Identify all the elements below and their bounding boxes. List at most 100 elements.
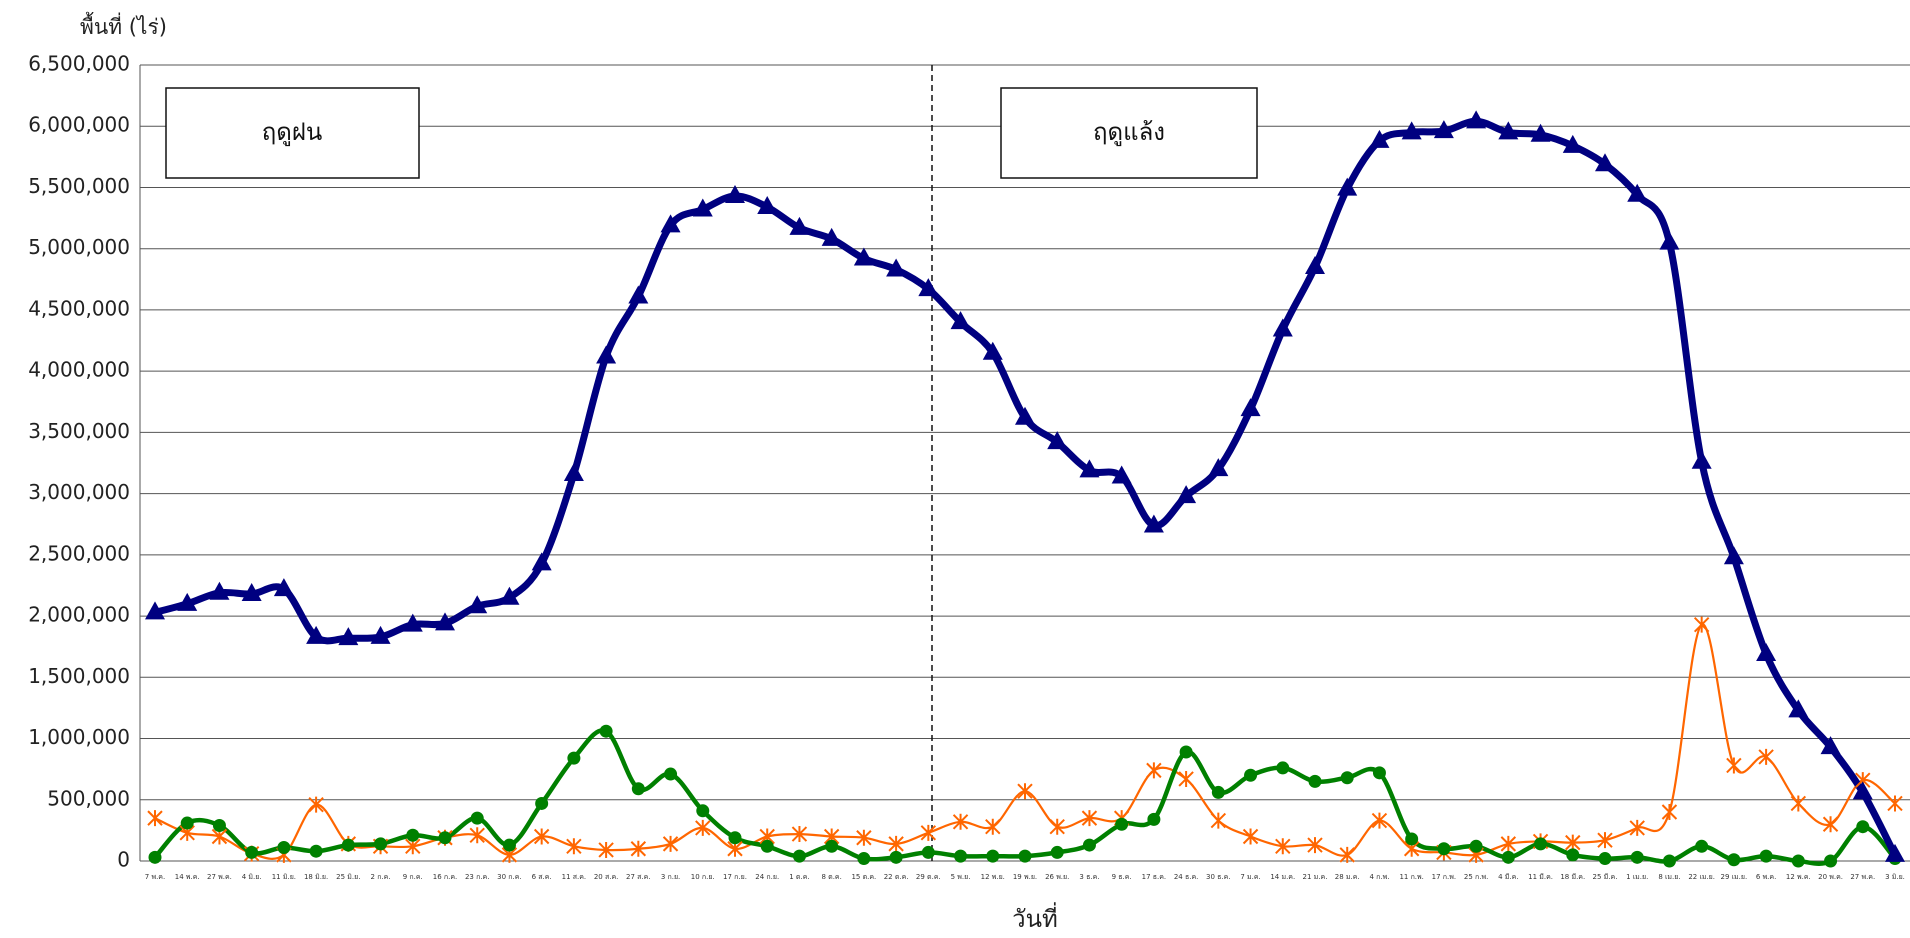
x-tick-label: 14 ม.ค. (1270, 873, 1295, 881)
x-tick-label: 18 มี.ค. (1560, 873, 1585, 881)
data-point (1049, 818, 1065, 835)
data-point (145, 601, 165, 620)
data-point (277, 841, 291, 855)
y-tick-label: 0 (117, 848, 130, 872)
data-point (209, 581, 230, 600)
data-point (696, 804, 710, 818)
data-point (1401, 121, 1422, 140)
series-markers (145, 110, 1905, 868)
data-point (1050, 845, 1064, 859)
x-tick-label: 11 ก.พ. (1399, 873, 1423, 881)
x-tick-label: 25 ก.พ. (1464, 873, 1488, 881)
data-point (760, 839, 774, 853)
x-tick-label: 17 ธ.ค. (1142, 873, 1167, 881)
x-tick-label: 29 เม.ย. (1721, 873, 1748, 881)
data-point (1340, 771, 1354, 785)
y-tick-label: 6,500,000 (28, 52, 130, 76)
data-point (1211, 785, 1225, 799)
data-point (180, 816, 194, 830)
data-point (1466, 110, 1487, 129)
x-tick-label: 4 ก.พ. (1369, 873, 1389, 881)
data-point (1143, 514, 1164, 533)
x-tick-label: 23 ก.ค. (465, 873, 490, 881)
x-axis-ticks: 7 พ.ค. 14 พ.ค. 27 พ.ค. 4 มิ.ย. 11 มิ.ย. 18 มิ… (145, 873, 1905, 881)
x-tick-label: 27 ส.ค. (626, 873, 651, 881)
data-point (1242, 828, 1259, 845)
data-point (1272, 318, 1293, 337)
data-point (338, 627, 359, 646)
data-point (857, 852, 871, 866)
data-point (821, 227, 842, 246)
data-point (1534, 837, 1548, 851)
data-point (1595, 153, 1615, 172)
data-point (853, 247, 874, 266)
data-point (1822, 816, 1839, 833)
data-point (791, 826, 808, 843)
series-line-triangle (151, 117, 1899, 859)
data-point (660, 214, 681, 233)
data-point (1276, 761, 1290, 775)
x-tick-label: 10 ก.ย. (691, 873, 715, 881)
data-point (1437, 842, 1451, 856)
series-lines (151, 117, 1899, 866)
data-point (435, 612, 455, 631)
data-point (1079, 459, 1100, 478)
data-point (1081, 810, 1098, 827)
data-point (628, 285, 649, 304)
data-point (531, 552, 552, 571)
y-axis-label: พื้นที่ (ไร่) (80, 12, 167, 39)
data-point (1852, 781, 1873, 800)
data-point (1820, 736, 1841, 755)
data-point (1082, 838, 1096, 852)
data-point (1662, 854, 1676, 868)
data-point (825, 839, 839, 853)
data-point (888, 835, 904, 852)
data-point (695, 819, 711, 836)
x-tick-label: 4 มี.ค. (1498, 873, 1518, 881)
data-point (889, 850, 903, 864)
data-point (728, 831, 742, 845)
y-tick-label: 4,500,000 (28, 296, 130, 320)
data-point (341, 838, 355, 852)
data-point (1369, 129, 1390, 148)
x-tick-label: 11 ส.ค. (562, 873, 587, 881)
data-point (1791, 854, 1805, 868)
data-point (1693, 616, 1710, 633)
data-point (1627, 183, 1648, 202)
x-tick-label: 30 ก.ค. (497, 873, 522, 881)
data-point (1691, 450, 1712, 469)
data-point (1244, 768, 1258, 782)
data-point (918, 278, 939, 297)
data-point (596, 345, 617, 364)
x-tick-label: 19 พ.ย. (1013, 873, 1037, 881)
x-tick-label: 3 มิ.ย. (1885, 873, 1905, 881)
data-point (1759, 849, 1773, 863)
x-tick-label: 30 ธ.ค. (1206, 873, 1231, 881)
data-point (631, 782, 645, 796)
x-tick-label: 14 พ.ค. (175, 873, 200, 881)
x-tick-label: 9 ก.ค. (403, 873, 423, 881)
data-point (1433, 120, 1454, 139)
x-tick-label: 25 มิ.ย. (336, 873, 360, 881)
data-point (241, 583, 262, 602)
data-point (1018, 849, 1032, 863)
data-point (1597, 832, 1613, 849)
data-point (1371, 812, 1388, 829)
x-tick-label: 11 มิ.ย. (272, 873, 296, 881)
x-tick-label: 15 ต.ค. (851, 873, 876, 881)
data-point (1208, 458, 1229, 477)
y-tick-label: 2,000,000 (28, 603, 130, 627)
data-point (1727, 853, 1741, 867)
data-point (856, 829, 872, 846)
series-points-triangle (145, 110, 1905, 862)
data-point (1210, 812, 1227, 829)
data-point (1756, 643, 1777, 662)
data-point (148, 850, 162, 864)
series-points-star (147, 616, 1903, 863)
data-point (535, 796, 549, 810)
data-point (1307, 837, 1323, 854)
data-point (662, 835, 679, 852)
y-tick-label: 2,500,000 (28, 541, 130, 565)
x-tick-label: 22 ต.ค. (884, 873, 909, 881)
